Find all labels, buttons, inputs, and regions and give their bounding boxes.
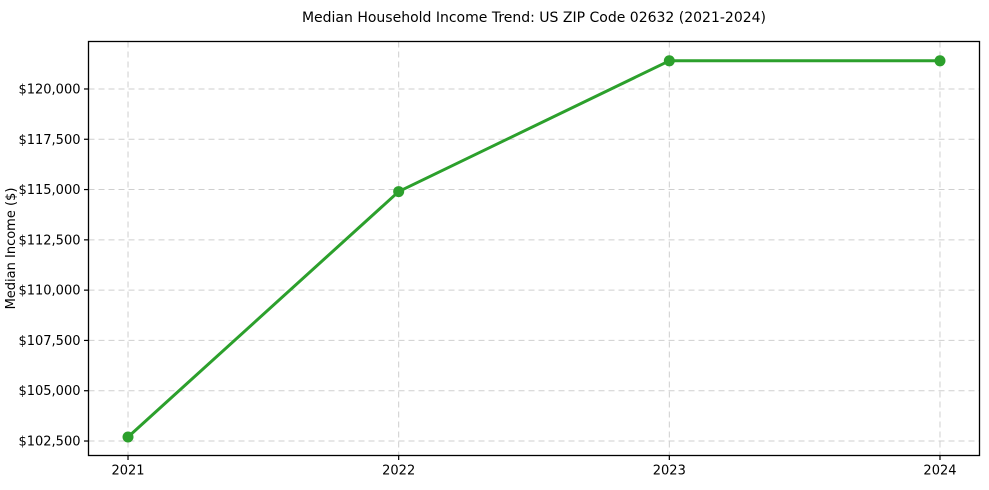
y-tick-label: $110,000 [18, 284, 80, 299]
gridlines [88, 41, 980, 456]
y-axis-label: Median Income ($) [4, 188, 19, 310]
chart-title: Median Household Income Trend: US ZIP Co… [302, 10, 766, 26]
y-tick-label: $102,500 [18, 435, 80, 450]
x-tick-label: 2022 [382, 464, 415, 479]
data-point-2021 [122, 431, 134, 443]
data-point-2022 [393, 186, 405, 198]
trend-line [126, 59, 942, 439]
plot-border [87, 40, 981, 457]
y-tick-label: $117,500 [18, 133, 80, 148]
tick-marks [84, 88, 941, 460]
trend-line-series [122, 55, 946, 443]
axes-frame [87, 40, 981, 457]
y-tick-label: $120,000 [18, 82, 80, 97]
y-tick-label: $105,000 [18, 384, 80, 399]
x-tick-label: 2024 [923, 464, 956, 479]
y-tick-label: $107,500 [18, 334, 80, 349]
y-tick-label: $112,500 [18, 233, 80, 248]
x-tick-label: 2023 [653, 464, 686, 479]
data-point-2023 [663, 55, 675, 67]
data-point-2024 [934, 55, 946, 67]
x-tick-label: 2021 [111, 464, 144, 479]
tick-labels: $102,500 $105,000 $107,500 $110,000 $112,500… [18, 82, 956, 478]
y-tick-label: $115,000 [18, 183, 80, 198]
